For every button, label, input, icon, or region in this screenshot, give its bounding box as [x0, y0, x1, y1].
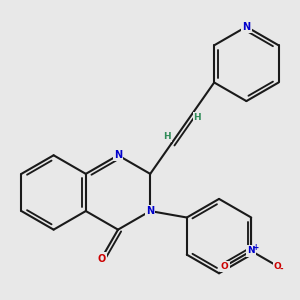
Text: N: N: [248, 247, 255, 256]
Text: O: O: [274, 262, 281, 271]
Text: O: O: [221, 262, 229, 271]
Text: O: O: [97, 254, 105, 264]
Text: N: N: [114, 150, 122, 160]
Text: H: H: [164, 133, 171, 142]
Text: H: H: [194, 113, 201, 122]
Text: N: N: [242, 22, 250, 32]
Text: +: +: [252, 242, 258, 251]
Text: N: N: [146, 206, 154, 216]
Text: -: -: [280, 265, 284, 274]
